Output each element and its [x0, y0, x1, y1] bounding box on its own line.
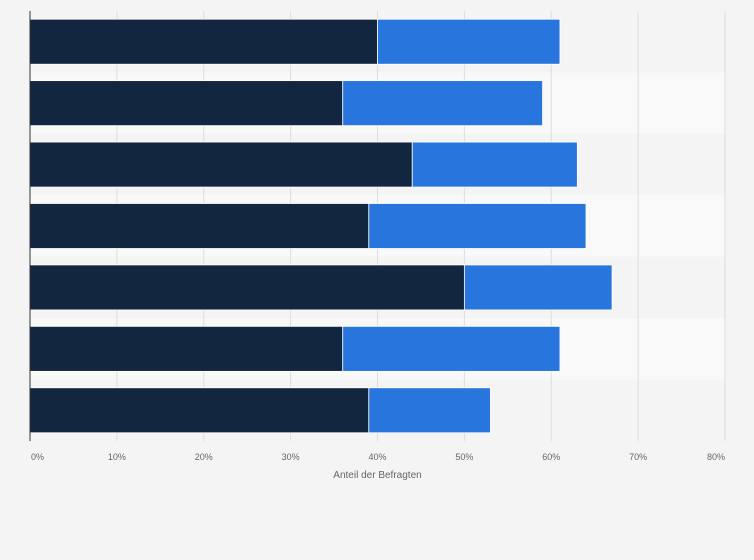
- bar-series-2[interactable]: [342, 80, 543, 127]
- bar-series-1[interactable]: [29, 264, 465, 311]
- bar-series-1[interactable]: [29, 18, 378, 65]
- bar-series-1[interactable]: [29, 80, 344, 127]
- x-tick-label: 10%: [108, 452, 126, 462]
- bar-series-2[interactable]: [368, 387, 491, 434]
- x-axis-title: Anteil der Befragten: [333, 470, 421, 481]
- x-tick-label: 0%: [31, 452, 44, 462]
- bar-series-2[interactable]: [342, 325, 561, 372]
- bar-series-1[interactable]: [29, 325, 344, 372]
- x-tick-label: 30%: [282, 452, 300, 462]
- x-tick-label: 40%: [368, 452, 386, 462]
- bar-series-1[interactable]: [29, 203, 370, 249]
- bar-series-1[interactable]: [29, 141, 413, 188]
- x-tick-label: 80%: [707, 452, 725, 462]
- bar-series-2[interactable]: [463, 264, 613, 311]
- x-tick-label: 20%: [195, 452, 213, 462]
- x-tick-label: 60%: [542, 452, 560, 462]
- bar-series-2[interactable]: [411, 141, 578, 188]
- bar-series-1[interactable]: [29, 387, 370, 434]
- bars: [29, 18, 613, 434]
- x-axis-ticks: 0% 10% 20% 30% 40% 50% 60% 70% 80%: [31, 452, 725, 462]
- bar-series-2[interactable]: [377, 18, 561, 65]
- x-tick-label: 50%: [455, 452, 473, 462]
- bar-series-2[interactable]: [368, 203, 587, 249]
- x-tick-label: 70%: [629, 452, 647, 462]
